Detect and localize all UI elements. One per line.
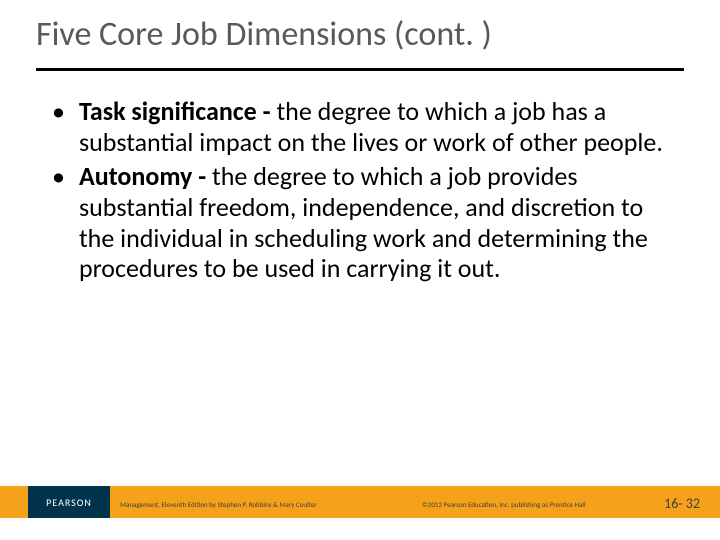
bullet-term: Autonomy - bbox=[79, 160, 212, 192]
slide-title: Five Core Job Dimensions (cont. ) bbox=[36, 14, 492, 55]
publisher-logo: PEARSON bbox=[28, 486, 110, 518]
bullet-item: • Autonomy - the degree to which a job p… bbox=[52, 161, 672, 284]
publisher-name: PEARSON bbox=[46, 496, 92, 509]
page-number: 16- 32 bbox=[664, 495, 700, 512]
bullet-dot-icon: • bbox=[52, 161, 65, 284]
bullet-term: Task significance - bbox=[79, 95, 277, 127]
bullet-text: Autonomy - the degree to which a job pro… bbox=[79, 161, 672, 284]
bullet-dot-icon: • bbox=[52, 96, 65, 157]
bullet-text: Task significance - the degree to which … bbox=[79, 96, 672, 157]
content-area: • Task significance - the degree to whic… bbox=[52, 96, 672, 288]
bullet-item: • Task significance - the degree to whic… bbox=[52, 96, 672, 157]
footer-left-text: Management, Eleventh Edition by Stephen … bbox=[120, 500, 317, 509]
title-rule bbox=[36, 68, 684, 71]
footer-right-text: ©2012 Pearson Education, Inc. publishing… bbox=[422, 500, 586, 509]
slide: Five Core Job Dimensions (cont. ) • Task… bbox=[0, 0, 720, 540]
